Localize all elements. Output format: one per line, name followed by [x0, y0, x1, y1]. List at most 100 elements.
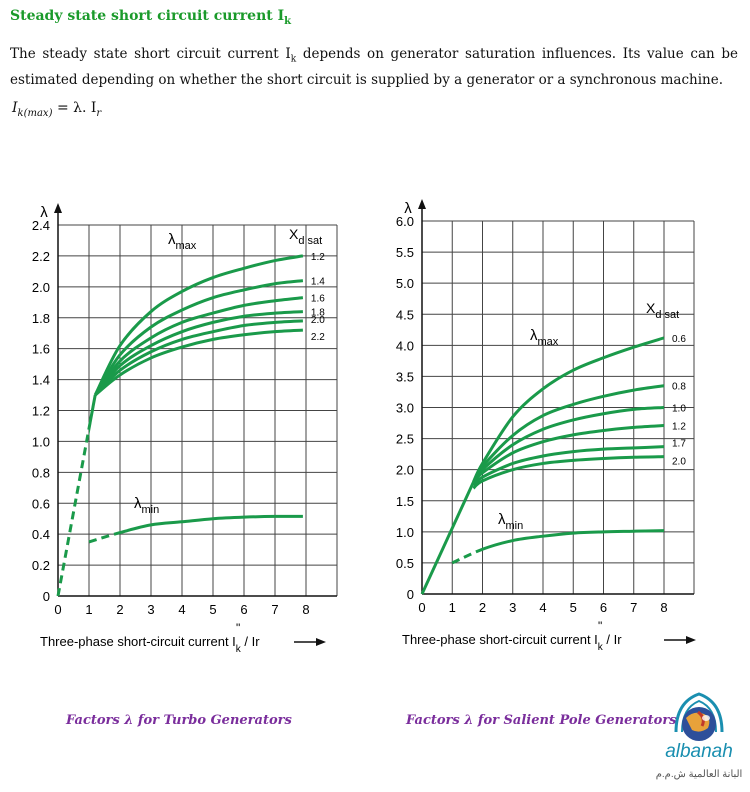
paragraph-sub: k [290, 54, 297, 65]
x-label-double-prime: " [598, 619, 602, 633]
y-tick-label: 0.2 [32, 558, 50, 573]
y-tick-label: 5.0 [396, 276, 414, 291]
y-tick-label: 1.4 [32, 373, 50, 388]
y-tick-label: 4.5 [396, 307, 414, 322]
formula-lhs-sub: k(max) [17, 108, 53, 119]
heading-text: Steady state short circuit current I [10, 8, 285, 24]
y-tick-label: 0.5 [396, 556, 414, 571]
y-axis-label: λ [40, 204, 48, 221]
y-axis-arrow [54, 203, 62, 213]
y-tick-label: 1.2 [32, 404, 50, 419]
series-end-label: 1.4 [311, 277, 325, 288]
y-tick-label: 0.4 [32, 527, 50, 542]
y-axis-arrow [418, 199, 426, 209]
series-end-label: 0.6 [672, 334, 686, 345]
y-tick-label: 0.6 [32, 496, 50, 511]
series-line [472, 445, 665, 487]
series-end-label: 1.7 [672, 439, 686, 450]
series-end-label: 0.8 [672, 382, 686, 393]
salient-pole-chart: 0 1 2 3 4 5 6 7 8 0 0.5 1.0 1.5 2.0 2.5 3.0 3.5 4.0 4.5 5.0… [396, 199, 696, 653]
y-tick-label: 2.0 [32, 280, 50, 295]
y-tick-label: 0 [407, 587, 414, 602]
y-tick-label: 0 [43, 589, 50, 604]
y-tick-label: 2.5 [396, 432, 414, 447]
series-end-label: 1.6 [311, 294, 325, 305]
series-line [472, 336, 665, 483]
x-tick-label: 7 [271, 602, 278, 617]
x-tick-label: 0 [418, 600, 425, 615]
x-label-arrow-head [316, 638, 326, 646]
series-end-label: 1.0 [672, 404, 686, 415]
series-line [94, 310, 303, 397]
formula-rhs: = λ. I [56, 100, 97, 116]
y-tick-label: 1.5 [396, 494, 414, 509]
paragraph-part2: depends on generator saturation influenc… [10, 46, 738, 88]
x-tick-label: 2 [116, 602, 123, 617]
albanah-logo: albanah البانة العالمية ش.م.م [656, 688, 742, 788]
series-line [472, 424, 665, 484]
series-line [89, 394, 97, 437]
series-end-label: 1.2 [311, 252, 325, 263]
x-tick-label: 3 [509, 600, 516, 615]
logo-arabic: البانة العالمية ش.م.م [656, 769, 742, 780]
body-paragraph: The steady state short circuit current I… [10, 44, 738, 90]
formula-rhs-sub: r [96, 108, 102, 119]
x-tick-label: 3 [147, 602, 154, 617]
x-tick-label: 1 [449, 600, 456, 615]
y-tick-label: 0.8 [32, 465, 50, 480]
y-tick-label: 3.0 [396, 401, 414, 416]
series-line [472, 406, 665, 483]
x-tick-label: 6 [600, 600, 607, 615]
logo-wordmark: albanah [665, 741, 733, 762]
caption-turbo: Factors λ for Turbo Generators [66, 713, 292, 728]
series-line [120, 514, 303, 535]
series-line [94, 328, 303, 397]
series-line [94, 319, 303, 397]
y-tick-label: 3.5 [396, 369, 414, 384]
y-tick-label: 6.0 [396, 214, 414, 229]
x-tick-label: 6 [240, 602, 247, 617]
series-line [93, 279, 304, 396]
legend-title: Xd sat [289, 226, 322, 247]
y-tick-label: 4.0 [396, 338, 414, 353]
legend-title: Xd sat [646, 300, 679, 321]
x-tick-label: 8 [660, 600, 667, 615]
y-tick-label: 5.5 [396, 245, 414, 260]
lambda-min-annotation: λmin [134, 495, 159, 516]
x-label-double-prime: " [236, 621, 240, 635]
y-tick-label: 1.0 [396, 525, 414, 540]
y-axis-label: λ [404, 200, 412, 217]
x-label-arrow-head [686, 636, 696, 644]
series-line [482, 529, 665, 551]
series-line [93, 254, 304, 396]
section-heading: Steady state short circuit current Ik [10, 8, 291, 27]
x-axis-label: Three-phase short-circuit current Ik / I… [40, 634, 260, 655]
x-tick-label: 8 [302, 602, 309, 617]
turbo-generator-chart: 0 1 2 3 4 5 6 7 800.20.40.60.81.01.21.41.61.82.0… [32, 203, 338, 655]
x-tick-label: 0 [54, 602, 61, 617]
heading-sub: k [284, 15, 292, 27]
series-line [472, 455, 665, 490]
y-tick-label: 1.0 [32, 434, 50, 449]
x-axis-label: Three-phase short-circuit current Ik / I… [402, 632, 622, 653]
x-tick-label: 2 [479, 600, 486, 615]
y-tick-label: 2.0 [396, 463, 414, 478]
y-tick-label: 1.8 [32, 311, 50, 326]
series-end-label: 2.2 [311, 332, 325, 343]
series-end-label: 2.0 [311, 315, 325, 326]
lambda-max-annotation: λmax [530, 327, 559, 348]
formula: Ik(max) = λ. Ir [12, 100, 101, 119]
y-tick-label: 2.4 [32, 218, 50, 233]
lambda-max-annotation: λmax [168, 231, 197, 252]
series-line [93, 296, 304, 396]
series-line [472, 384, 665, 483]
paragraph-part1: The steady state short circuit current I [10, 46, 291, 62]
x-tick-label: 7 [630, 600, 637, 615]
x-tick-label: 4 [539, 600, 546, 615]
series-end-label: 1.2 [672, 422, 686, 433]
series-line-dashed [56, 420, 89, 597]
formula-lhs: I [12, 100, 18, 116]
x-tick-label: 5 [570, 600, 577, 615]
x-tick-label: 4 [178, 602, 185, 617]
series-end-label: 2.0 [672, 457, 686, 468]
